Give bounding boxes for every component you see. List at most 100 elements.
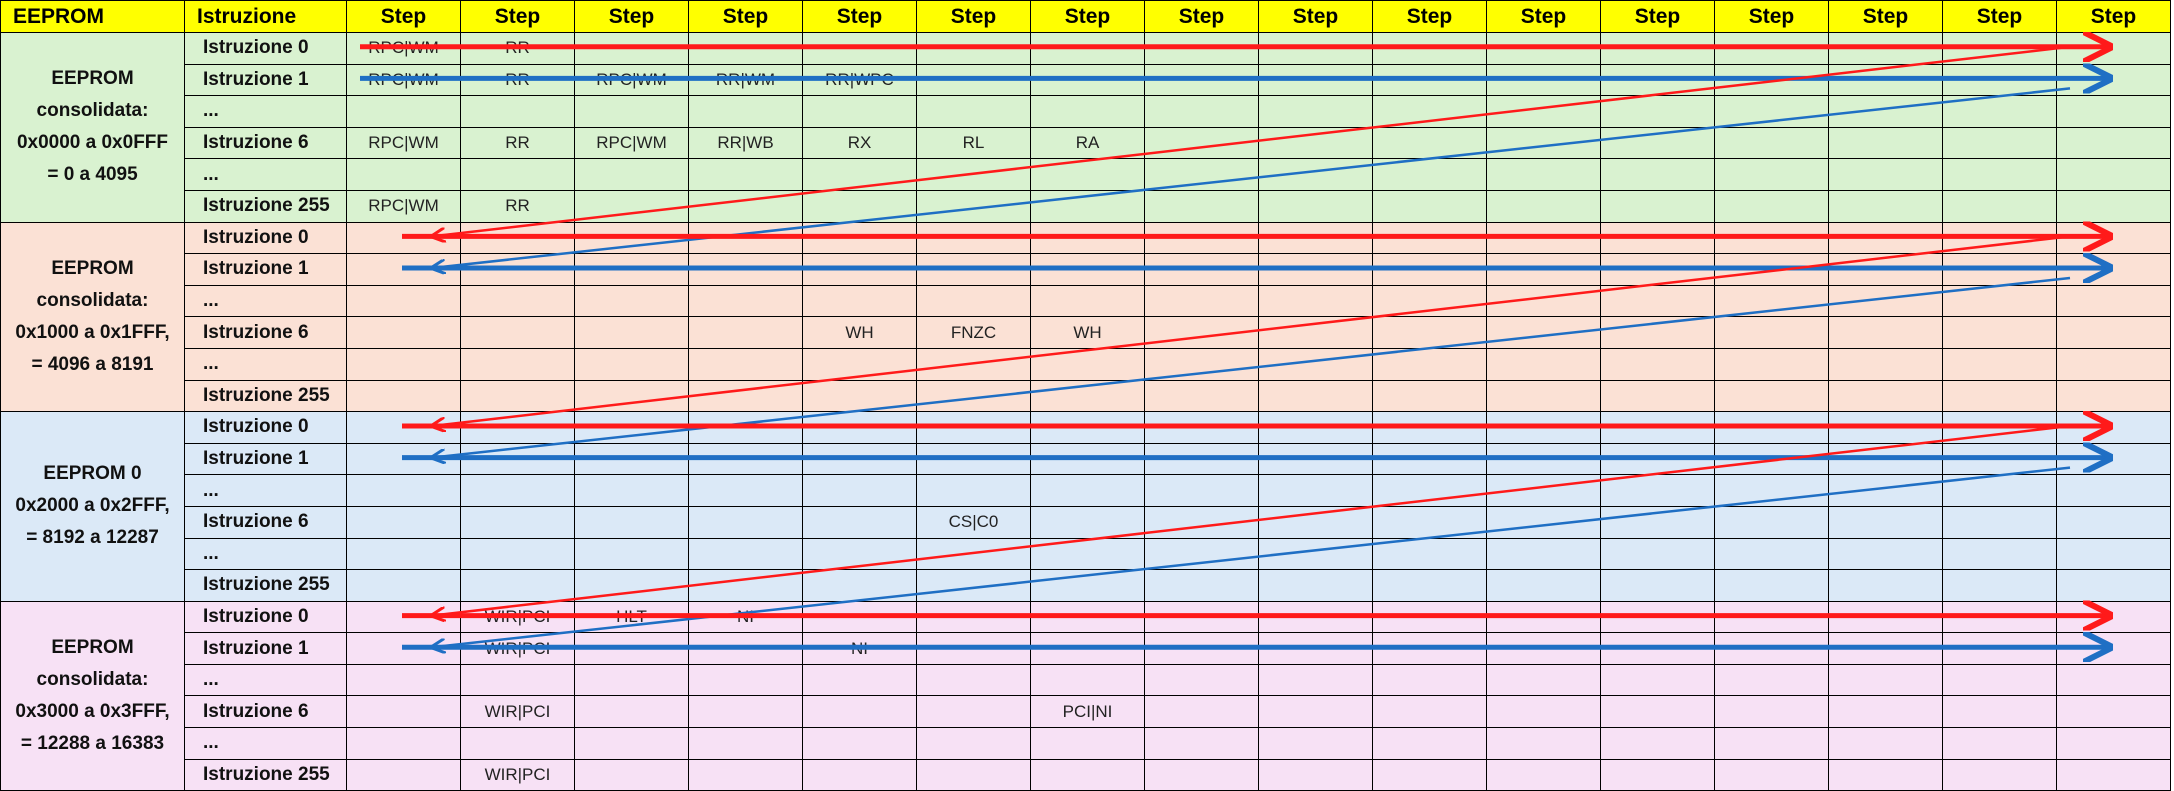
step-cell[interactable]: [460, 158, 575, 191]
step-cell[interactable]: [1258, 727, 1373, 760]
step-cell[interactable]: [1942, 632, 2057, 665]
step-cell[interactable]: [346, 316, 461, 349]
step-cell[interactable]: FNZC: [916, 316, 1031, 349]
step-cell[interactable]: [1828, 474, 1943, 507]
step-cell[interactable]: RR: [460, 126, 575, 160]
step-cell[interactable]: [916, 474, 1031, 507]
step-cell[interactable]: [2056, 189, 2171, 223]
step-cell[interactable]: [1714, 411, 1829, 444]
step-cell[interactable]: [802, 32, 917, 65]
step-cell[interactable]: [346, 569, 461, 602]
step-cell[interactable]: [802, 379, 917, 413]
step-cell[interactable]: [1486, 347, 1601, 381]
step-cell[interactable]: [1828, 727, 1943, 760]
step-cell[interactable]: [1258, 63, 1373, 97]
step-cell[interactable]: [688, 442, 803, 476]
step-cell[interactable]: [802, 727, 917, 760]
step-cell[interactable]: [688, 569, 803, 602]
step-cell[interactable]: [916, 663, 1031, 697]
step-cell[interactable]: [1942, 158, 2057, 191]
step-cell[interactable]: [1030, 663, 1145, 697]
step-cell[interactable]: [1600, 474, 1715, 507]
step-cell[interactable]: [1942, 347, 2057, 381]
step-cell[interactable]: [688, 758, 803, 791]
step-cell[interactable]: [1942, 727, 2057, 760]
step-cell[interactable]: [1030, 632, 1145, 665]
step-cell[interactable]: [688, 474, 803, 507]
step-cell[interactable]: [460, 474, 575, 507]
step-cell[interactable]: [1258, 316, 1373, 349]
instruction-label[interactable]: ...: [184, 284, 347, 318]
eeprom-group-label[interactable]: EEPROM consolidata: 0x0000 a 0x0FFF = 0 a 4…: [0, 32, 185, 223]
step-cell[interactable]: [688, 632, 803, 665]
step-cell[interactable]: [1486, 32, 1601, 65]
step-cell[interactable]: [916, 63, 1031, 97]
step-cell[interactable]: [916, 632, 1031, 665]
step-cell[interactable]: [574, 95, 689, 128]
step-cell[interactable]: WH: [1030, 316, 1145, 349]
step-cell[interactable]: [346, 505, 461, 539]
step-cell[interactable]: [1486, 284, 1601, 318]
step-cell[interactable]: [574, 442, 689, 476]
step-cell[interactable]: [1942, 442, 2057, 476]
step-cell[interactable]: [2056, 569, 2171, 602]
step-cell[interactable]: [346, 758, 461, 791]
step-cell[interactable]: [1372, 474, 1487, 507]
step-cell[interactable]: [1714, 727, 1829, 760]
step-cell[interactable]: [2056, 474, 2171, 507]
step-cell[interactable]: [346, 695, 461, 729]
step-cell[interactable]: [1144, 126, 1259, 160]
step-cell[interactable]: [574, 347, 689, 381]
instruction-label[interactable]: Istruzione 6: [184, 505, 347, 539]
step-cell[interactable]: [1258, 537, 1373, 571]
step-cell[interactable]: [1486, 569, 1601, 602]
header-step-5[interactable]: Step: [802, 0, 917, 33]
step-cell[interactable]: [1258, 474, 1373, 507]
step-cell[interactable]: [1144, 95, 1259, 128]
step-cell[interactable]: [346, 347, 461, 381]
step-cell[interactable]: [688, 537, 803, 571]
step-cell[interactable]: [802, 474, 917, 507]
step-cell[interactable]: [1258, 158, 1373, 191]
step-cell[interactable]: [1372, 442, 1487, 476]
instruction-label[interactable]: Istruzione 255: [184, 189, 347, 223]
step-cell[interactable]: [1144, 758, 1259, 791]
step-cell[interactable]: [346, 379, 461, 413]
step-cell[interactable]: [916, 32, 1031, 65]
step-cell[interactable]: [1828, 632, 1943, 665]
step-cell[interactable]: [1600, 221, 1715, 255]
step-cell[interactable]: [1144, 221, 1259, 255]
step-cell[interactable]: [1714, 316, 1829, 349]
step-cell[interactable]: [688, 221, 803, 255]
step-cell[interactable]: [1144, 632, 1259, 665]
step-cell[interactable]: [1144, 32, 1259, 65]
instruction-label[interactable]: Istruzione 0: [184, 600, 347, 634]
step-cell[interactable]: [2056, 316, 2171, 349]
instruction-label[interactable]: ...: [184, 727, 347, 760]
step-cell[interactable]: [916, 537, 1031, 571]
step-cell[interactable]: [1030, 758, 1145, 791]
step-cell[interactable]: [2056, 632, 2171, 665]
step-cell[interactable]: [1486, 189, 1601, 223]
step-cell[interactable]: [1942, 569, 2057, 602]
step-cell[interactable]: [1258, 663, 1373, 697]
header-step-16[interactable]: Step: [2056, 0, 2171, 33]
step-cell[interactable]: [460, 411, 575, 444]
step-cell[interactable]: [916, 284, 1031, 318]
step-cell[interactable]: [1600, 632, 1715, 665]
step-cell[interactable]: [1828, 537, 1943, 571]
step-cell[interactable]: [460, 727, 575, 760]
header-step-14[interactable]: Step: [1828, 0, 1943, 33]
instruction-label[interactable]: Istruzione 0: [184, 221, 347, 255]
instruction-label[interactable]: Istruzione 1: [184, 63, 347, 97]
step-cell[interactable]: [460, 379, 575, 413]
step-cell[interactable]: [1372, 600, 1487, 634]
step-cell[interactable]: [688, 158, 803, 191]
step-cell[interactable]: [1144, 411, 1259, 444]
step-cell[interactable]: [1030, 189, 1145, 223]
header-step-7[interactable]: Step: [1030, 0, 1145, 33]
step-cell[interactable]: [688, 695, 803, 729]
header-step-4[interactable]: Step: [688, 0, 803, 33]
step-cell[interactable]: [574, 316, 689, 349]
step-cell[interactable]: [1486, 253, 1601, 286]
